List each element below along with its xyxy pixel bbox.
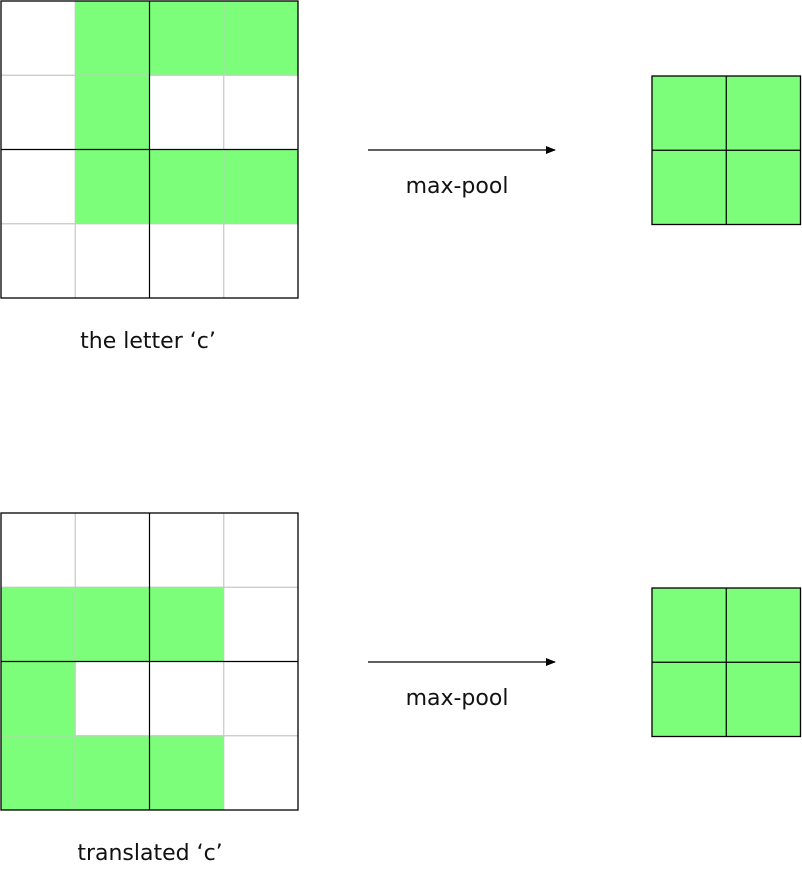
grid-border <box>651 75 802 226</box>
grid-cell-filled <box>1 587 76 662</box>
grid-border <box>651 587 802 738</box>
output-cell-filled <box>726 76 801 151</box>
grid-cell-filled <box>1 661 76 736</box>
grid-cell-filled <box>149 735 224 810</box>
grid-cell-filled <box>75 75 150 150</box>
grid-cell-empty <box>75 661 150 736</box>
output-cell-filled <box>726 150 801 225</box>
grid-cell-filled <box>149 1 224 76</box>
grid-cell-filled <box>75 149 150 224</box>
grid-cell-empty <box>223 223 298 298</box>
output-cell-filled <box>726 662 801 737</box>
grid-caption: translated ‘c’ <box>77 841 222 866</box>
input-grid <box>0 512 299 811</box>
operation-label: max-pool <box>406 686 509 711</box>
grid-cell-filled <box>149 587 224 662</box>
grid-border <box>0 0 299 299</box>
grid-cell-empty <box>1 1 76 76</box>
panel-original-c: max-pool the letter ‘c’ <box>0 0 802 354</box>
grid-cell-filled <box>75 1 150 76</box>
grid-cell-empty <box>149 661 224 736</box>
grid-cell-empty <box>223 75 298 150</box>
output-cell-filled <box>652 76 727 151</box>
grid-cell-filled <box>75 587 150 662</box>
grid-cell-empty <box>149 223 224 298</box>
grid-cell-empty <box>1 149 76 224</box>
grid-cell-empty <box>75 513 150 588</box>
grid-caption: the letter ‘c’ <box>80 329 216 354</box>
grid-cell-filled <box>223 1 298 76</box>
output-cell-filled <box>726 588 801 663</box>
grid-cell-empty <box>1 75 76 150</box>
grid-cell-filled <box>223 149 298 224</box>
operation-label: max-pool <box>406 174 509 199</box>
grid-cell-empty <box>149 513 224 588</box>
grid-cell-empty <box>149 75 224 150</box>
input-grid <box>0 0 299 299</box>
output-grid <box>651 587 802 738</box>
grid-cell-filled <box>149 149 224 224</box>
grid-cell-filled <box>75 735 150 810</box>
grid-cell-empty <box>223 661 298 736</box>
grid-cell-filled <box>1 735 76 810</box>
grid-cell-empty <box>223 735 298 810</box>
output-cell-filled <box>652 588 727 663</box>
panel-translated-c: max-pool translated ‘c’ <box>0 512 802 866</box>
grid-cell-empty <box>223 587 298 662</box>
grid-border <box>0 512 299 811</box>
output-grid <box>651 75 802 226</box>
grid-cell-empty <box>1 513 76 588</box>
output-cell-filled <box>652 150 727 225</box>
output-cell-filled <box>652 662 727 737</box>
grid-cell-empty <box>75 223 150 298</box>
grid-cell-empty <box>223 513 298 588</box>
grid-cell-empty <box>1 223 76 298</box>
